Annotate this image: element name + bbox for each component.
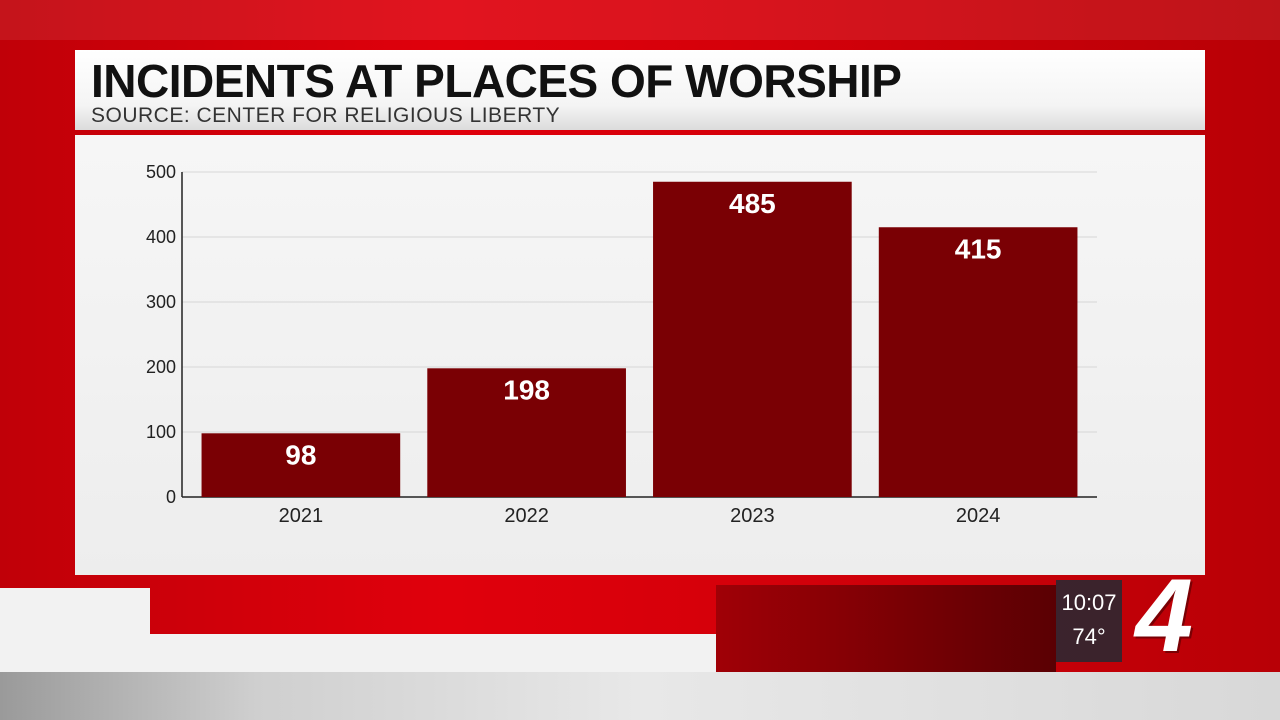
background-floor-mid [0,634,716,672]
x-tick-label: 2023 [730,505,775,527]
data-label-2024: 415 [955,233,1002,264]
data-label-2021: 98 [285,439,316,470]
bar-2024 [878,227,1078,497]
bar-2023 [653,181,852,497]
background-floor-grey [0,672,1280,720]
y-tick-label: 300 [146,292,176,312]
bar-2021 [201,433,401,497]
y-tick-label: 500 [146,162,176,182]
background-band-top [0,0,1280,40]
data-label-2023: 485 [729,188,776,219]
y-tick-label: 200 [146,357,176,377]
clock-time: 10:07 [1061,590,1117,615]
bar-chart: 0 100 200 300 400 500 98 2021 198 2022 485 2023 415 2… [146,162,1097,527]
data-label-2022: 198 [503,374,550,405]
bar-2022 [427,368,626,497]
x-tick-label: 2024 [956,505,1001,527]
x-tick-label: 2021 [279,505,324,527]
chart-title: INCIDENTS AT PLACES OF WORSHIP [91,55,902,107]
y-tick-label: 0 [166,487,176,507]
temperature: 74° [1072,624,1106,649]
y-tick-label: 400 [146,227,176,247]
chart-source: SOURCE: CENTER FOR RELIGIOUS LIBERTY [91,104,561,127]
background-dark-strip [716,585,1056,672]
channel-logo: 4 [1135,558,1193,674]
y-tick-label: 100 [146,422,176,442]
time-temp-box: 10:07 74° [1056,580,1122,662]
x-tick-label: 2022 [504,505,549,527]
title-panel: INCIDENTS AT PLACES OF WORSHIP SOURCE: C… [75,50,1205,130]
background-floor-left [0,588,150,634]
